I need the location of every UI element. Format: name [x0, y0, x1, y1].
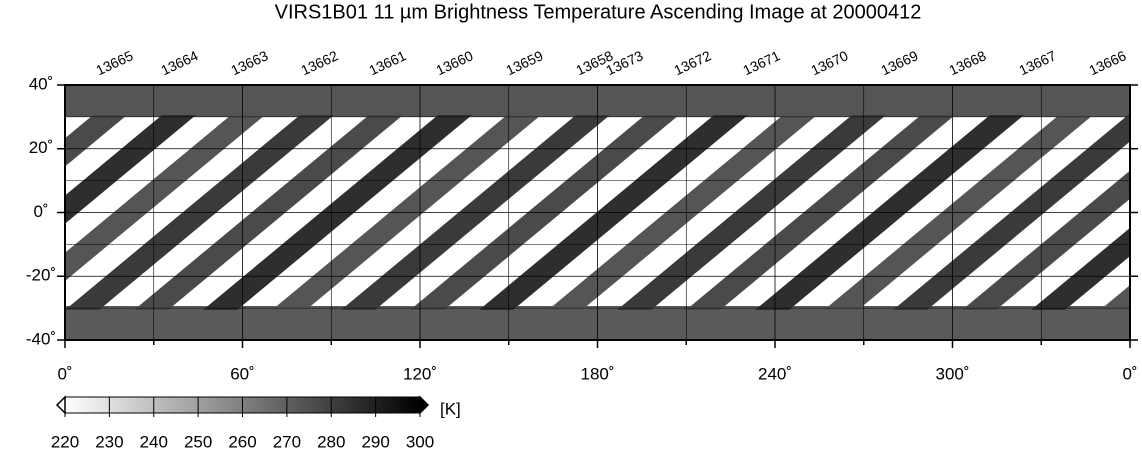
orbit-label: 13661: [366, 47, 408, 78]
y-tick-label: -40˚: [26, 329, 56, 348]
colorbar-min-arrow: [55, 395, 66, 415]
orbit-label: 13663: [228, 47, 270, 78]
swath: [65, 115, 127, 167]
colorbar-max-arrow: [419, 395, 430, 415]
y-tick-label: 20˚: [29, 138, 54, 157]
y-tick-label: 40˚: [29, 74, 54, 93]
swath: [962, 170, 1130, 310]
y-tick-label: -20˚: [26, 266, 56, 285]
colorbar-tick-label: 260: [228, 432, 256, 451]
orbit-label: 13671: [740, 47, 782, 78]
colorbar-tick-label: 240: [140, 432, 168, 451]
x-tick-label: 0˚: [57, 364, 72, 383]
orbit-label: 13665: [93, 47, 135, 78]
swath: [1031, 227, 1130, 310]
swath: [1100, 285, 1130, 310]
x-tick-label: 180˚: [580, 364, 614, 383]
orbit-label: 13667: [1016, 47, 1058, 78]
orbit-label: 13669: [878, 47, 920, 78]
colorbar-tick-label: 270: [273, 432, 301, 451]
swath: [65, 115, 265, 281]
orbit-label: 13670: [808, 47, 850, 78]
orbit-label: 13662: [298, 47, 340, 78]
colorbar-tick-label: 290: [361, 432, 389, 451]
orbit-label: 13664: [158, 47, 200, 78]
x-tick-label: 120˚: [403, 364, 437, 383]
colorbar-unit: [K]: [440, 399, 461, 418]
orbit-label: 13668: [946, 47, 988, 78]
colorbar-tick-label: 300: [406, 432, 434, 451]
x-tick-label: 240˚: [758, 364, 792, 383]
x-tick-label: 0˚: [1122, 364, 1137, 383]
swath: [65, 115, 196, 224]
colorbar-tick-label: 250: [184, 432, 212, 451]
orbit-label: 13666: [1086, 47, 1128, 78]
orbit-label: 13659: [503, 47, 545, 78]
map-frame: [64, 84, 1131, 341]
y-tick-label: 0˚: [33, 202, 48, 221]
colorbar-tick-label: 230: [95, 432, 123, 451]
orbit-label: 13660: [433, 47, 475, 78]
colorbar-tick-label: 220: [51, 432, 79, 451]
colorbar-tick-label: 280: [317, 432, 345, 451]
x-tick-label: 60˚: [230, 364, 255, 383]
orbit-label: 13672: [671, 47, 713, 78]
title: VIRS1B01 11 µm Brightness Temperature As…: [275, 1, 922, 23]
x-tick-label: 300˚: [935, 364, 969, 383]
